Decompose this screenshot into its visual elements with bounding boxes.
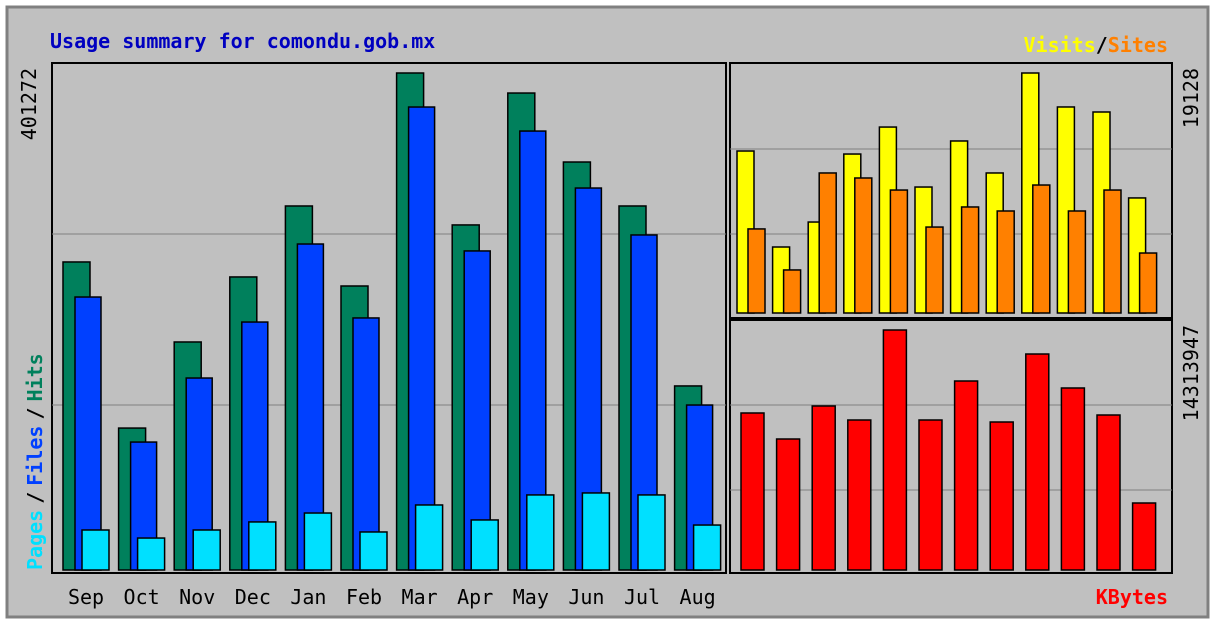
legend-separator: / (23, 492, 47, 504)
bar (1032, 184, 1051, 314)
legend-entry: Visits (1023, 33, 1095, 57)
marks (62, 72, 1158, 571)
bar (463, 250, 491, 571)
bar (74, 296, 102, 571)
bar (854, 177, 873, 314)
bar (1131, 502, 1157, 571)
x-tick-label: Apr (457, 585, 493, 609)
hits-panel (51, 62, 727, 574)
x-tick-label: Mar (402, 585, 438, 609)
bar (1103, 189, 1122, 314)
bar (782, 269, 802, 314)
y-tick-label: 14313947 (1179, 325, 1203, 421)
x-tick-label: Nov (179, 585, 215, 609)
bar (1060, 387, 1086, 571)
bar (407, 106, 436, 571)
bar (775, 438, 801, 571)
x-tick-label: Oct (124, 585, 160, 609)
legend-entry: Hits (23, 353, 47, 401)
legend-entry: Pages (23, 510, 47, 570)
x-tick-label: Jul (624, 585, 660, 609)
bar (414, 504, 444, 571)
bar (925, 226, 944, 314)
bar (637, 494, 666, 571)
bar (352, 317, 380, 571)
bar (747, 228, 766, 314)
bar (847, 419, 872, 571)
bar (996, 210, 1015, 314)
legend: Pages / Files / Hits (23, 353, 47, 570)
bar (882, 329, 908, 571)
bar (248, 521, 277, 571)
bar (303, 512, 333, 571)
bar (960, 206, 980, 314)
x-tick-label: Sep (68, 585, 104, 609)
bar (359, 531, 388, 571)
bar (811, 405, 836, 571)
bar (818, 172, 837, 314)
bar (526, 494, 555, 571)
bar (692, 524, 722, 571)
legend-entry: KBytes (1096, 585, 1168, 609)
bar (581, 492, 611, 571)
y-tick-label: 401272 (17, 68, 41, 140)
bar (889, 189, 909, 314)
bar (1138, 252, 1158, 314)
y-tick-label: 19128 (1179, 68, 1203, 128)
bar (192, 529, 221, 571)
bar (136, 537, 166, 571)
legend-entry: Sites (1108, 33, 1168, 57)
bar (470, 519, 499, 571)
x-tick-label: Feb (346, 585, 382, 609)
bar (1025, 353, 1050, 571)
bar (740, 412, 765, 571)
legend-separator: / (1096, 33, 1108, 57)
legend-entry: Files (23, 426, 47, 486)
legend: Visits/Sites (1023, 33, 1168, 57)
bar (989, 421, 1014, 571)
x-tick-label: Dec (235, 585, 271, 609)
bar (81, 529, 110, 571)
x-tick-label: Jun (568, 585, 604, 609)
chart-title: Usage summary for comondu.gob.mx (50, 29, 435, 53)
bar (1067, 210, 1087, 314)
bar (918, 419, 943, 571)
bar (953, 380, 979, 571)
bar (1096, 414, 1121, 571)
x-tick-label: Jan (290, 585, 326, 609)
legend-separator: / (23, 407, 47, 419)
x-tick-label: Aug (680, 585, 716, 609)
x-tick-label: May (513, 585, 549, 609)
